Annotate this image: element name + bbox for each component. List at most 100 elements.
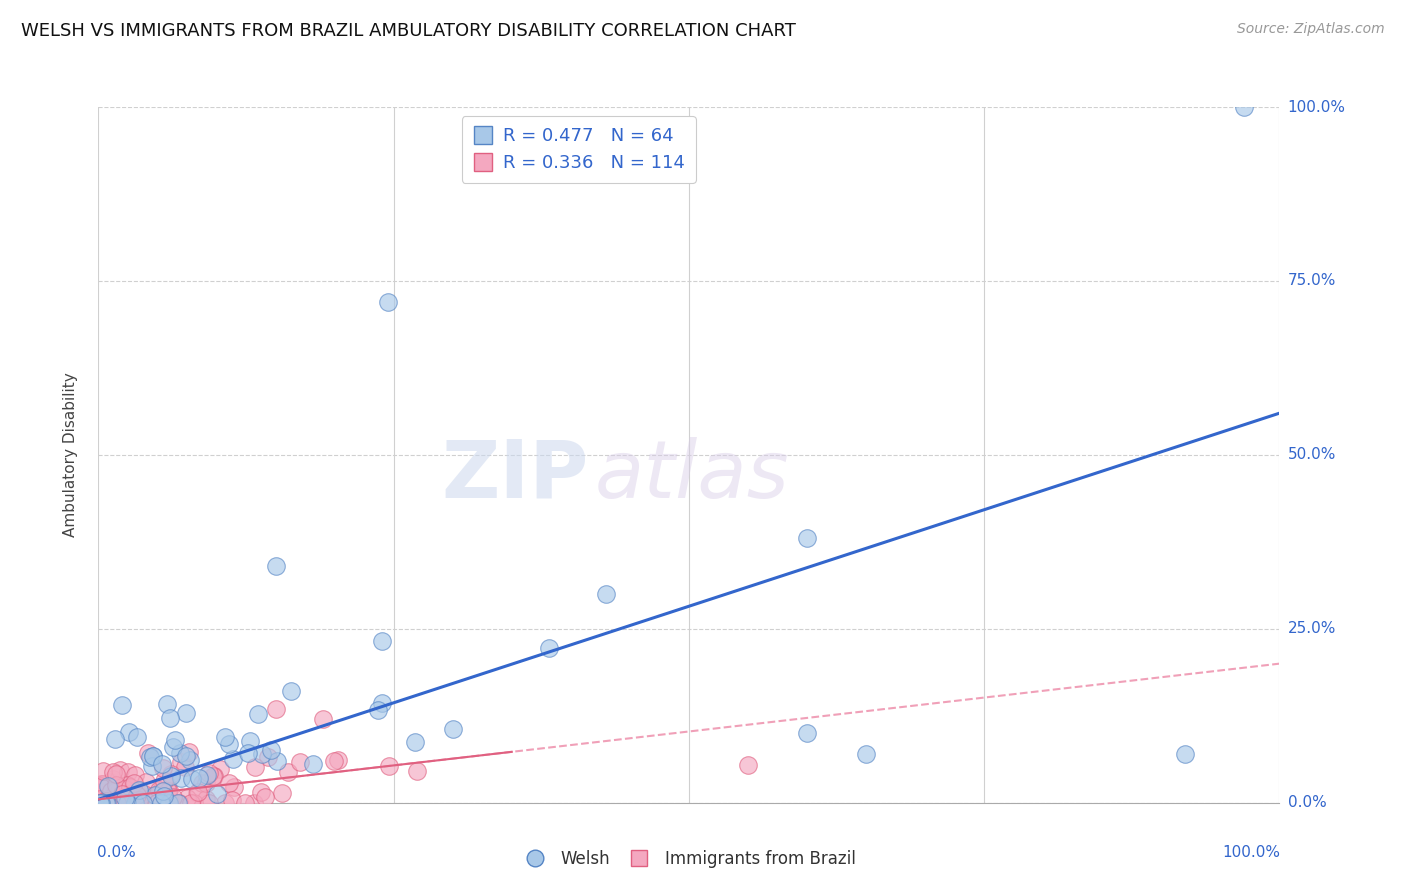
Point [91, 795, 114, 809]
Point [110, 796, 132, 810]
Point [111, 698, 134, 713]
Point [302, 757, 325, 772]
Point [142, 749, 165, 764]
Point [90, 776, 112, 790]
Point [165, 733, 187, 747]
Point [180, 796, 202, 810]
Point [146, 788, 169, 802]
Legend: Welsh, Immigrants from Brazil: Welsh, Immigrants from Brazil [516, 843, 862, 874]
Point [312, 712, 335, 726]
Point [97, 796, 120, 810]
Point [197, 796, 219, 810]
Point [174, 749, 197, 764]
Point [91, 764, 114, 778]
Point [122, 787, 145, 801]
Point [118, 796, 141, 810]
Point [404, 734, 426, 748]
Point [108, 796, 131, 810]
Point [247, 706, 270, 721]
Point [194, 791, 217, 805]
Point [222, 752, 245, 766]
Point [90, 785, 112, 799]
Point [96, 791, 118, 805]
Y-axis label: Ambulatory Disability: Ambulatory Disability [63, 373, 77, 537]
Point [194, 776, 217, 790]
Point [214, 796, 236, 810]
Point [160, 796, 183, 810]
Point [100, 775, 122, 789]
Point [207, 787, 229, 801]
Point [100, 793, 122, 807]
Point [135, 792, 157, 806]
Point [201, 769, 224, 783]
Text: 100.0%: 100.0% [1288, 100, 1346, 114]
Point [112, 796, 135, 810]
Point [103, 764, 125, 779]
Text: 0.0%: 0.0% [1288, 796, 1326, 810]
Point [264, 702, 287, 716]
Point [97, 796, 120, 810]
Point [378, 759, 401, 773]
Point [108, 796, 131, 810]
Point [136, 747, 159, 761]
Point [595, 587, 617, 601]
Text: ZIP: ZIP [441, 437, 589, 515]
Point [253, 789, 276, 804]
Point [96, 796, 118, 810]
Point [169, 771, 191, 785]
Point [118, 780, 141, 794]
Point [156, 784, 179, 798]
Point [187, 785, 209, 799]
Point [367, 703, 389, 717]
Point [370, 696, 392, 710]
Point [191, 776, 214, 790]
Point [111, 787, 134, 801]
Point [290, 755, 312, 769]
Point [202, 769, 225, 783]
Point [89, 796, 111, 810]
Text: Source: ZipAtlas.com: Source: ZipAtlas.com [1237, 22, 1385, 37]
Point [101, 772, 124, 787]
Point [167, 796, 190, 810]
Point [250, 785, 273, 799]
Text: 0.0%: 0.0% [97, 845, 136, 860]
Point [153, 789, 176, 803]
Point [796, 726, 818, 740]
Point [148, 785, 170, 799]
Point [170, 755, 193, 769]
Point [174, 706, 197, 721]
Point [89, 796, 111, 810]
Point [159, 796, 181, 810]
Point [187, 771, 209, 785]
Point [104, 731, 127, 746]
Point [371, 634, 394, 648]
Point [89, 796, 111, 810]
Point [198, 765, 221, 780]
Point [114, 790, 136, 805]
Point [1233, 100, 1256, 114]
Point [214, 730, 236, 744]
Point [277, 765, 299, 780]
Point [94, 794, 117, 808]
Point [165, 796, 187, 810]
Point [405, 764, 427, 778]
Point [179, 753, 201, 767]
Point [266, 754, 288, 768]
Point [124, 768, 146, 782]
Point [169, 796, 191, 810]
Point [100, 787, 122, 801]
Point [108, 796, 131, 810]
Point [152, 784, 174, 798]
Point [90, 796, 112, 810]
Point [737, 757, 759, 772]
Point [142, 748, 165, 763]
Point [125, 730, 148, 744]
Point [323, 754, 346, 768]
Point [105, 767, 128, 781]
Point [441, 722, 464, 736]
Point [89, 780, 111, 794]
Point [132, 796, 155, 810]
Point [169, 747, 191, 761]
Point [264, 559, 287, 574]
Point [101, 796, 124, 810]
